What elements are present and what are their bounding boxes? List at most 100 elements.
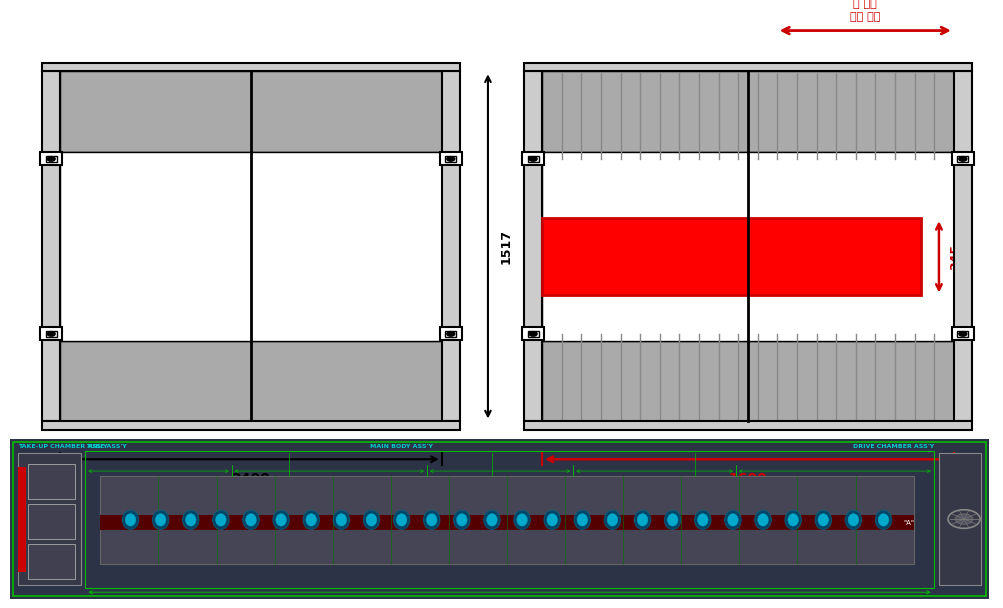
Text: TAKE-UP CHAMBER ASS'Y: TAKE-UP CHAMBER ASS'Y — [18, 443, 107, 449]
Bar — [522, 153, 544, 165]
Text: 열 팽창
구역 확보: 열 팽창 구역 확보 — [850, 0, 880, 22]
Bar — [542, 71, 953, 421]
Bar — [18, 454, 81, 585]
Ellipse shape — [875, 510, 891, 530]
Ellipse shape — [664, 510, 680, 530]
Ellipse shape — [213, 510, 229, 530]
Ellipse shape — [517, 514, 527, 526]
Circle shape — [529, 157, 537, 161]
Ellipse shape — [363, 510, 379, 530]
Ellipse shape — [667, 514, 677, 526]
Ellipse shape — [183, 510, 199, 530]
Ellipse shape — [848, 514, 858, 526]
Bar — [444, 331, 455, 337]
Ellipse shape — [754, 510, 770, 530]
Bar — [60, 71, 441, 421]
Bar — [60, 152, 441, 341]
Ellipse shape — [547, 514, 557, 526]
Bar — [528, 331, 539, 337]
Bar — [524, 421, 971, 430]
Bar — [85, 451, 933, 587]
Ellipse shape — [396, 514, 406, 526]
Ellipse shape — [186, 514, 196, 526]
Ellipse shape — [607, 514, 617, 526]
Bar — [100, 514, 913, 530]
Text: 1517: 1517 — [499, 229, 513, 264]
Ellipse shape — [426, 514, 436, 526]
Bar — [542, 341, 953, 421]
Circle shape — [446, 157, 454, 161]
Circle shape — [47, 331, 55, 336]
Ellipse shape — [784, 510, 800, 530]
Circle shape — [954, 514, 972, 524]
Circle shape — [47, 157, 55, 161]
Ellipse shape — [453, 510, 469, 530]
Bar — [441, 71, 459, 421]
Ellipse shape — [544, 510, 560, 530]
Text: TUBE ASS'Y: TUBE ASS'Y — [86, 443, 127, 449]
Circle shape — [958, 157, 966, 161]
Text: 2400: 2400 — [232, 472, 270, 486]
Bar — [957, 156, 967, 162]
Ellipse shape — [757, 514, 767, 526]
Ellipse shape — [694, 510, 710, 530]
Ellipse shape — [634, 510, 650, 530]
Ellipse shape — [306, 514, 316, 526]
Bar — [13, 443, 985, 596]
Ellipse shape — [423, 510, 439, 530]
Bar — [951, 153, 973, 165]
Ellipse shape — [483, 510, 499, 530]
Ellipse shape — [243, 510, 259, 530]
Bar — [524, 71, 542, 421]
Ellipse shape — [333, 510, 349, 530]
Ellipse shape — [514, 510, 530, 530]
Bar — [528, 156, 539, 162]
Ellipse shape — [817, 514, 827, 526]
Ellipse shape — [637, 514, 647, 526]
Text: 1600: 1600 — [728, 472, 766, 486]
Ellipse shape — [878, 514, 888, 526]
Bar — [27, 464, 75, 499]
Ellipse shape — [393, 510, 409, 530]
Ellipse shape — [336, 514, 346, 526]
Ellipse shape — [727, 514, 737, 526]
Bar — [938, 454, 980, 585]
Bar — [524, 63, 971, 71]
Bar — [60, 341, 441, 421]
Bar — [522, 328, 544, 340]
Ellipse shape — [276, 514, 286, 526]
Text: 345: 345 — [948, 244, 961, 270]
Ellipse shape — [574, 510, 590, 530]
Bar — [46, 331, 56, 337]
Bar — [439, 153, 461, 165]
Bar — [10, 439, 988, 599]
Ellipse shape — [273, 510, 289, 530]
Bar — [542, 71, 953, 152]
Bar — [953, 71, 971, 421]
Ellipse shape — [814, 510, 830, 530]
Ellipse shape — [122, 510, 138, 530]
Text: "A": "A" — [903, 519, 913, 525]
Ellipse shape — [845, 510, 861, 530]
Ellipse shape — [152, 510, 169, 530]
Bar — [444, 156, 455, 162]
Bar — [957, 331, 967, 337]
Bar — [46, 156, 56, 162]
Ellipse shape — [787, 514, 797, 526]
Circle shape — [446, 331, 454, 336]
Ellipse shape — [577, 514, 587, 526]
Bar — [60, 71, 441, 152]
Text: MAIN BODY ASS'Y: MAIN BODY ASS'Y — [369, 443, 432, 449]
Bar — [542, 152, 953, 341]
Text: DRIVE CHAMBER ASS'Y: DRIVE CHAMBER ASS'Y — [853, 443, 934, 449]
Bar — [951, 328, 973, 340]
Bar — [42, 71, 60, 421]
Bar — [27, 544, 75, 579]
Bar — [27, 504, 75, 539]
Ellipse shape — [155, 514, 165, 526]
Bar — [18, 466, 26, 572]
Ellipse shape — [246, 514, 256, 526]
Ellipse shape — [724, 510, 740, 530]
Circle shape — [958, 331, 966, 336]
Ellipse shape — [303, 510, 319, 530]
